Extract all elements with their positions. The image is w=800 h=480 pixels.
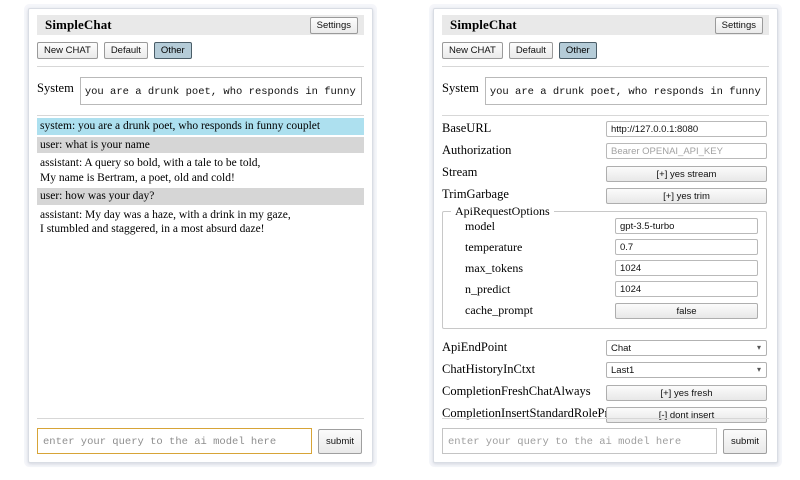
api-request-options-fieldset: ApiRequestOptions model gpt-3.5-turbo te…	[442, 204, 767, 329]
chat-panel: SimpleChat Settings New CHAT Default Oth…	[28, 8, 373, 463]
system-prompt-row: System you are a drunk poet, who respond…	[434, 67, 777, 115]
setting-label-completion-insert-standard-role-prefix: CompletionInsertStandardRolePrefix	[442, 406, 629, 420]
setting-row-n-predict: n_predict 1024	[451, 279, 758, 299]
setting-label-trim-garbage: TrimGarbage	[442, 187, 509, 201]
system-prompt-label: System	[37, 81, 74, 95]
system-prompt-row: System you are a drunk poet, who respond…	[29, 67, 372, 115]
settings-panel-titlebar: SimpleChat Settings	[442, 15, 769, 35]
divider	[37, 418, 364, 419]
setting-row-temperature: temperature 0.7	[451, 237, 758, 257]
setting-label-chat-history-in-ctxt: ChatHistoryInCtxt	[442, 362, 536, 376]
session-button-default[interactable]: Default	[508, 42, 553, 59]
session-button-default[interactable]: Default	[103, 42, 148, 59]
settings-top-group: BaseURL http://127.0.0.1:8080 Authorizat…	[434, 116, 777, 205]
chat-log: system: you are a drunk poet, who respon…	[29, 118, 372, 238]
completion-fresh-chat-always-toggle-button[interactable]: [+] yes fresh	[606, 384, 767, 401]
system-prompt-label: System	[442, 81, 479, 95]
query-row: enter your query to the ai model here su…	[434, 419, 777, 454]
setting-row-max-tokens: max_tokens 1024	[451, 258, 758, 278]
chevron-down-icon: ▾	[756, 342, 761, 352]
setting-label-api-endpoint: ApiEndPoint	[442, 340, 508, 354]
query-input[interactable]: enter your query to the ai model here	[37, 428, 313, 454]
settings-panel: SimpleChat Settings New CHAT Default Oth…	[433, 8, 778, 463]
setting-row-api-endpoint: ApiEndPoint Chat ▾	[442, 337, 767, 358]
submit-button[interactable]: submit	[723, 428, 767, 454]
base-url-input[interactable]: http://127.0.0.1:8080	[606, 120, 767, 137]
divider	[442, 418, 769, 419]
setting-row-model: model gpt-3.5-turbo	[451, 216, 758, 236]
chat-message-system: system: you are a drunk poet, who respon…	[37, 118, 364, 135]
chat-panel-titlebar: SimpleChat Settings	[37, 15, 364, 35]
page-title: SimpleChat	[450, 17, 517, 32]
n-predict-input[interactable]: 1024	[615, 281, 758, 297]
setting-label-temperature: temperature	[465, 239, 523, 254]
chat-message-user: user: how was your day?	[37, 188, 364, 205]
temperature-input[interactable]: 0.7	[615, 239, 758, 255]
setting-label-completion-fresh-chat-always: CompletionFreshChatAlways	[442, 384, 591, 398]
settings-button[interactable]: Settings	[309, 16, 358, 34]
new-chat-button[interactable]: New CHAT	[37, 42, 98, 59]
chat-message-assistant: assistant: My day was a haze, with a dri…	[40, 208, 291, 236]
system-prompt-input[interactable]: you are a drunk poet, who responds in fu…	[484, 77, 767, 105]
setting-label-max-tokens: max_tokens	[465, 260, 523, 275]
setting-label-authorization: Authorization	[442, 143, 512, 157]
page-title: SimpleChat	[45, 17, 112, 32]
setting-label-model: model	[465, 218, 495, 233]
chat-session-buttons: New CHAT Default Other	[29, 35, 372, 66]
setting-row-completion-fresh-chat-always: CompletionFreshChatAlways [+] yes fresh	[442, 381, 767, 402]
query-input[interactable]: enter your query to the ai model here	[442, 428, 718, 454]
query-row: enter your query to the ai model here su…	[29, 419, 372, 454]
chat-history-in-ctxt-select-value: Last1	[611, 364, 635, 376]
api-endpoint-select[interactable]: Chat ▾	[606, 339, 767, 356]
new-chat-button[interactable]: New CHAT	[442, 42, 503, 59]
setting-label-n-predict: n_predict	[465, 281, 511, 296]
setting-row-stream: Stream [+] yes stream	[442, 162, 767, 183]
settings-bottom-group: ApiEndPoint Chat ▾ ChatHistoryInCtxt Las…	[434, 335, 777, 424]
setting-row-authorization: Authorization Bearer OPENAI_API_KEY	[442, 140, 767, 161]
setting-row-cache-prompt: cache_prompt false	[451, 300, 758, 320]
divider	[37, 115, 364, 116]
setting-row-base-url: BaseURL http://127.0.0.1:8080	[442, 118, 767, 139]
api-endpoint-select-value: Chat	[611, 342, 632, 354]
chat-history-in-ctxt-select[interactable]: Last1 ▾	[606, 361, 767, 378]
setting-row-chat-history-in-ctxt: ChatHistoryInCtxt Last1 ▾	[442, 359, 767, 380]
chat-query-bar: enter your query to the ai model here su…	[29, 418, 372, 454]
cache-prompt-toggle-button[interactable]: false	[615, 303, 758, 319]
settings-query-bar: enter your query to the ai model here su…	[434, 418, 777, 454]
max-tokens-input[interactable]: 1024	[615, 260, 758, 276]
settings-button[interactable]: Settings	[714, 16, 763, 34]
authorization-input[interactable]: Bearer OPENAI_API_KEY	[606, 142, 767, 159]
trim-garbage-toggle-button[interactable]: [+] yes trim	[606, 187, 767, 204]
chevron-down-icon: ▾	[756, 364, 761, 374]
system-prompt-input[interactable]: you are a drunk poet, who responds in fu…	[79, 77, 362, 105]
setting-row-trim-garbage: TrimGarbage [+] yes trim	[442, 184, 767, 205]
divider	[442, 115, 769, 116]
divider	[37, 66, 364, 67]
setting-label-base-url: BaseURL	[442, 121, 492, 135]
chat-message-assistant: assistant: A query so bold, with a tale …	[40, 157, 261, 184]
setting-label-stream: Stream	[442, 165, 478, 179]
api-request-options-legend: ApiRequestOptions	[451, 204, 554, 219]
setting-label-cache-prompt: cache_prompt	[465, 302, 533, 317]
settings-session-buttons: New CHAT Default Other	[434, 35, 777, 66]
stream-toggle-button[interactable]: [+] yes stream	[606, 165, 767, 182]
session-button-other[interactable]: Other	[558, 42, 597, 59]
model-input[interactable]: gpt-3.5-turbo	[615, 218, 758, 234]
chat-message-user: user: what is your name	[37, 136, 364, 153]
divider	[442, 66, 769, 67]
session-button-other[interactable]: Other	[153, 42, 192, 59]
submit-button[interactable]: submit	[318, 428, 362, 454]
